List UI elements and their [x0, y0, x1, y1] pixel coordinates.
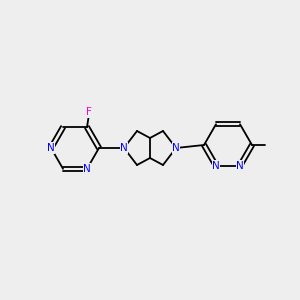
- Text: N: N: [83, 164, 91, 174]
- Text: N: N: [172, 143, 180, 153]
- Text: N: N: [212, 161, 220, 171]
- Text: N: N: [236, 161, 244, 171]
- Text: N: N: [120, 143, 128, 153]
- Text: F: F: [86, 107, 92, 117]
- Text: N: N: [47, 143, 55, 153]
